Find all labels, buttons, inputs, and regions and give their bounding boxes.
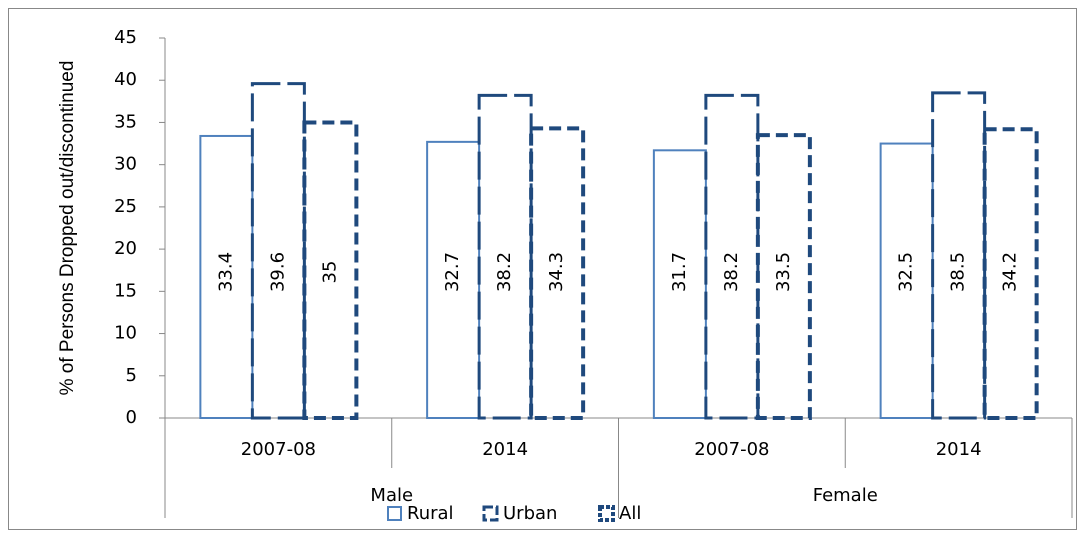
legend-swatch (387, 506, 402, 521)
y-tick-label: 45 (114, 27, 137, 48)
group-label: Female (813, 485, 878, 506)
y-tick-label: 10 (114, 323, 137, 344)
bar (755, 133, 812, 420)
legend-label: All (619, 503, 641, 524)
data-label: 31.7 (669, 252, 690, 292)
y-tick-label: 30 (114, 154, 137, 175)
y-tick-label: 15 (114, 280, 137, 301)
x-tick-label: 2007-08 (694, 439, 769, 460)
y-tick-label: 35 (114, 111, 137, 132)
y-tick-label: 0 (126, 407, 137, 428)
group-label: Male (370, 485, 413, 506)
bar (477, 93, 533, 420)
legend-swatch (598, 505, 615, 522)
x-tick-label: 2014 (936, 439, 982, 460)
y-tick-label: 20 (114, 238, 137, 259)
data-label: 35 (319, 261, 340, 284)
x-tick-label: 2007-08 (241, 439, 316, 460)
data-label: 32.7 (442, 252, 463, 292)
data-label: 34.2 (1000, 252, 1021, 292)
data-label: 33.4 (215, 252, 236, 292)
data-label: 32.5 (896, 252, 917, 292)
legend-label: Urban (503, 503, 557, 524)
bar (529, 126, 586, 420)
data-label: 38.2 (494, 252, 515, 292)
y-tick-label: 5 (126, 365, 137, 386)
data-label: 38.2 (721, 252, 742, 292)
x-tick-label: 2014 (482, 439, 528, 460)
legend-label: Rural (407, 503, 454, 524)
chart-border (8, 8, 1077, 530)
y-tick-label: 40 (114, 69, 137, 90)
legend-swatch (482, 505, 499, 522)
bar (982, 127, 1039, 420)
data-label: 34.3 (546, 252, 567, 292)
bar (931, 91, 987, 420)
data-label: 39.6 (267, 252, 288, 292)
y-tick-label: 25 (114, 196, 137, 217)
data-label: 33.5 (773, 252, 794, 292)
bar (302, 120, 359, 420)
y-axis-title: % of Persons Dropped out/discontinued (57, 61, 78, 396)
data-label: 38.5 (948, 252, 969, 292)
